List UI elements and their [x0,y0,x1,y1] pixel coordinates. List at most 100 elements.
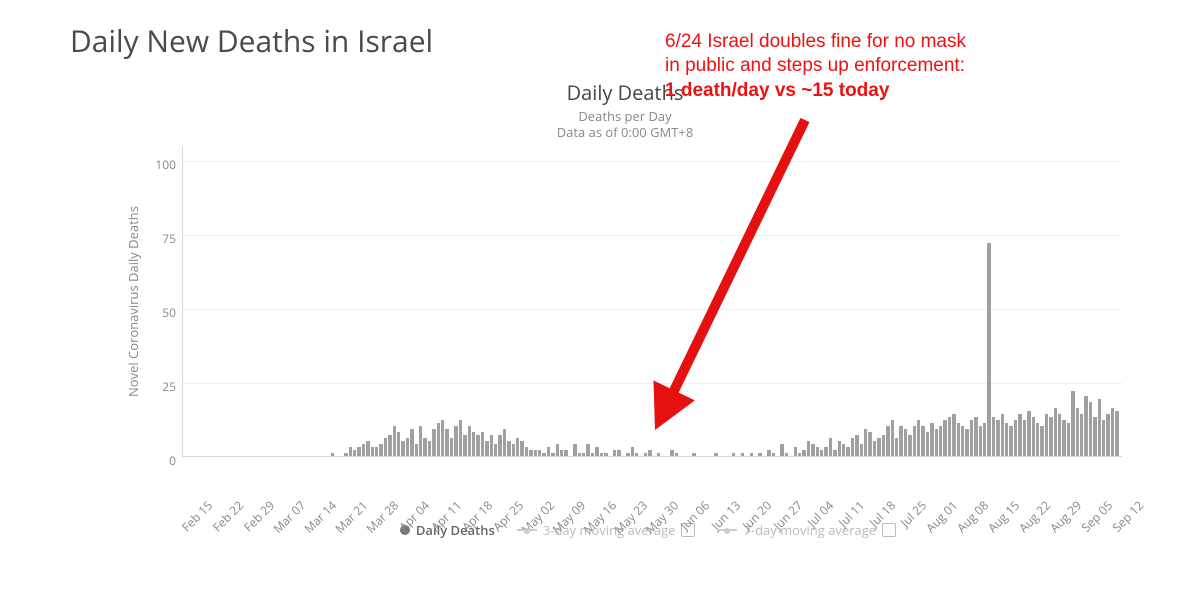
bar[interactable] [767,450,770,456]
bar[interactable] [626,453,629,456]
bar[interactable] [864,429,867,456]
bar[interactable] [578,453,581,456]
bar[interactable] [476,435,479,456]
bar[interactable] [344,453,347,456]
bar[interactable] [1093,417,1096,455]
bar[interactable] [1045,414,1048,455]
bar[interactable] [379,444,382,456]
bar[interactable] [388,435,391,456]
bar[interactable] [1027,411,1030,455]
bar[interactable] [445,429,448,456]
bar[interactable] [1111,408,1114,455]
bar[interactable] [692,453,695,456]
bar[interactable] [873,441,876,456]
bar[interactable] [534,450,537,456]
bar[interactable] [551,453,554,456]
bar[interactable] [851,438,854,456]
bar[interactable] [1054,408,1057,455]
bar[interactable] [428,441,431,456]
bar[interactable] [868,432,871,456]
bar[interactable] [600,453,603,456]
bar[interactable] [904,429,907,456]
bar[interactable] [1036,423,1039,455]
bar[interactable] [1071,391,1074,456]
bar[interactable] [529,450,532,456]
bar[interactable] [384,438,387,456]
bar[interactable] [454,426,457,456]
plot-area[interactable] [182,147,1122,457]
bar[interactable] [886,426,889,456]
bar[interactable] [1001,414,1004,455]
bar[interactable] [547,447,550,456]
bar[interactable] [957,423,960,455]
bar[interactable] [604,453,607,456]
bar[interactable] [1102,420,1105,455]
bar[interactable] [560,450,563,456]
bar[interactable] [714,453,717,456]
bar[interactable] [419,426,422,456]
bar[interactable] [582,453,585,456]
bar[interactable] [1014,420,1017,455]
bar[interactable] [921,426,924,456]
bar[interactable] [895,438,898,456]
bar[interactable] [824,447,827,456]
bar[interactable] [512,444,515,456]
bar[interactable] [371,447,374,456]
bar[interactable] [908,435,911,456]
bar[interactable] [846,447,849,456]
bar[interactable] [503,429,506,456]
bar[interactable] [741,453,744,456]
bar[interactable] [983,423,986,455]
bar[interactable] [1005,423,1008,455]
bar[interactable] [617,450,620,456]
bar[interactable] [542,453,545,456]
bar[interactable] [631,447,634,456]
bar[interactable] [842,444,845,456]
bar[interactable] [468,426,471,456]
bar[interactable] [1084,396,1087,455]
bar[interactable] [811,444,814,456]
bar[interactable] [1076,408,1079,455]
bar[interactable] [485,441,488,456]
bar[interactable] [987,243,990,456]
bar[interactable] [538,450,541,456]
bar[interactable] [415,444,418,456]
bar[interactable] [943,420,946,455]
bar[interactable] [802,450,805,456]
bar[interactable] [930,423,933,455]
bar[interactable] [1089,402,1092,455]
bar[interactable] [406,438,409,456]
bar[interactable] [952,414,955,455]
bar[interactable] [520,441,523,456]
bar[interactable] [1049,417,1052,455]
bar[interactable] [974,417,977,455]
bar[interactable] [362,444,365,456]
bar[interactable] [758,453,761,456]
bar[interactable] [820,450,823,456]
bar[interactable] [397,432,400,456]
bar[interactable] [331,453,334,456]
bar[interactable] [586,444,589,456]
bar[interactable] [357,447,360,456]
bar[interactable] [855,435,858,456]
bar[interactable] [1058,414,1061,455]
bar[interactable] [939,426,942,456]
bar[interactable] [507,441,510,456]
bar[interactable] [750,453,753,456]
bar[interactable] [1062,420,1065,455]
bar[interactable] [829,438,832,456]
bar[interactable] [732,453,735,456]
bar[interactable] [401,441,404,456]
bar[interactable] [1067,423,1070,455]
bar[interactable] [353,450,356,456]
bar[interactable] [494,444,497,456]
bar[interactable] [1098,399,1101,455]
bar[interactable] [644,453,647,456]
bar[interactable] [516,438,519,456]
bar[interactable] [794,447,797,456]
bar[interactable] [648,450,651,456]
bar[interactable] [635,453,638,456]
bar[interactable] [798,453,801,456]
bar[interactable] [1040,426,1043,456]
bar[interactable] [838,441,841,456]
